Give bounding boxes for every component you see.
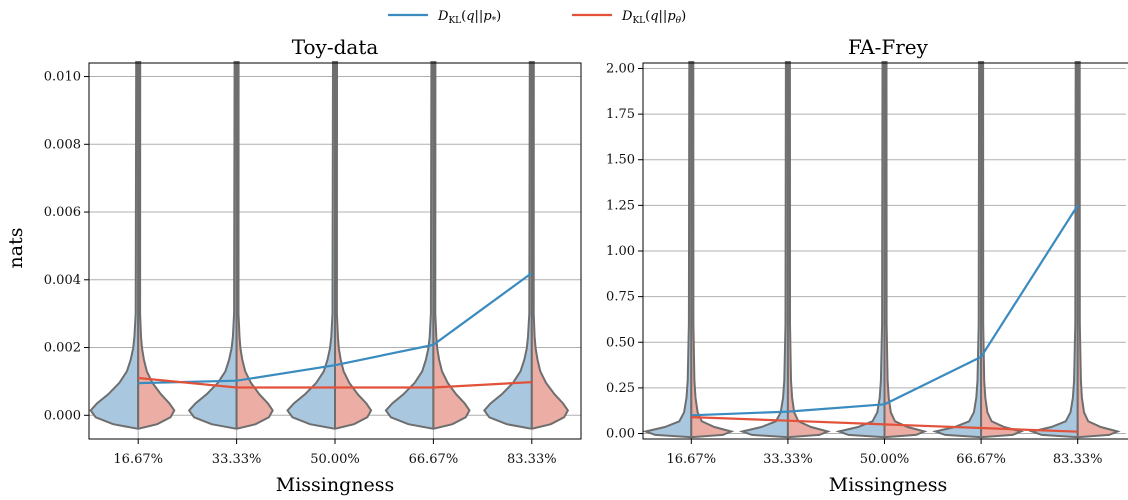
y-tick-label: 0.000 bbox=[44, 408, 81, 423]
violin-right-half bbox=[980, 61, 1025, 439]
y-tick-label: 0.75 bbox=[606, 290, 635, 305]
plot-frame bbox=[642, 62, 1128, 440]
y-tick-label: 0.00 bbox=[606, 427, 635, 442]
violin-right-half bbox=[235, 61, 274, 430]
y-tick-label: 1.50 bbox=[606, 153, 635, 168]
x-tick-label: 33.33% bbox=[212, 452, 262, 467]
violin-left-half bbox=[187, 61, 238, 430]
violin-right-half bbox=[1076, 61, 1121, 439]
legend: DKL(q||p*) DKL(q||pθ) bbox=[388, 9, 686, 26]
series-line-kl-p-theta bbox=[691, 416, 1078, 433]
violin-left-half bbox=[738, 61, 789, 439]
y-axis-label: nats bbox=[5, 228, 27, 269]
violin-left-half bbox=[642, 61, 693, 439]
violin-left-half bbox=[483, 61, 533, 430]
violin-right-half bbox=[530, 61, 570, 430]
violin-right-half bbox=[137, 61, 176, 430]
x-tick-label: 50.00% bbox=[860, 452, 910, 467]
violin-left-half bbox=[835, 61, 886, 439]
y-tick-label: 0.002 bbox=[44, 341, 81, 356]
x-axis-label: Missingness bbox=[829, 474, 948, 496]
series-line-kl-p-theta bbox=[138, 376, 532, 389]
violin-left-half bbox=[1028, 61, 1079, 439]
y-tick-label: 2.00 bbox=[606, 61, 635, 76]
violin-right-half bbox=[432, 61, 471, 430]
y-tick-label: 0.006 bbox=[44, 205, 81, 220]
y-tick-label: 1.00 bbox=[606, 244, 635, 259]
x-tick-label: 50.00% bbox=[310, 452, 360, 467]
chart-title: Toy-data bbox=[292, 35, 379, 59]
y-tick-label: 0.50 bbox=[606, 335, 635, 350]
chart-panel-toy-data: Toy-data nats Missingness 0.000 0.002 0.00… bbox=[5, 35, 582, 496]
y-tick-label: 1.75 bbox=[606, 107, 635, 122]
chart-panel-fa-frey: FA-Frey Missingness 0.00 0.25 0.50 0.75 1.00… bbox=[606, 35, 1128, 496]
y-tick-label: 1.25 bbox=[606, 198, 635, 213]
violin-right-half bbox=[786, 61, 831, 439]
legend-label-kl-p-theta: DKL(q||pθ) bbox=[621, 9, 686, 26]
x-axis-label: Missingness bbox=[276, 474, 395, 496]
violin-right-half bbox=[334, 61, 373, 430]
violin-right-half bbox=[883, 61, 928, 439]
x-tick-label: 66.67% bbox=[409, 452, 459, 467]
series-line-kl-p-star bbox=[138, 272, 533, 385]
x-tick-label: 83.33% bbox=[507, 452, 557, 467]
violin-left-half bbox=[931, 61, 983, 439]
violin-left-half bbox=[384, 61, 435, 430]
x-tick-label: 16.67% bbox=[113, 452, 163, 467]
y-tick-label: 0.008 bbox=[44, 137, 81, 152]
x-tick-label: 83.33% bbox=[1053, 452, 1103, 467]
x-tick-label: 66.67% bbox=[956, 452, 1006, 467]
x-tick-label: 33.33% bbox=[763, 452, 813, 467]
violin-right-half bbox=[690, 61, 735, 439]
plot-frame bbox=[88, 62, 582, 440]
violin-left-half bbox=[286, 61, 336, 430]
y-tick-label: 0.25 bbox=[606, 381, 635, 396]
series-line-kl-p-star bbox=[691, 204, 1079, 417]
legend-label-kl-p-star: DKL(q||p*) bbox=[437, 9, 501, 26]
violin-left-half bbox=[89, 61, 140, 430]
y-tick-label: 0.010 bbox=[44, 70, 81, 85]
y-tick-label: 0.004 bbox=[44, 273, 81, 288]
chart-title: FA-Frey bbox=[848, 35, 929, 59]
x-tick-label: 16.67% bbox=[667, 452, 717, 467]
